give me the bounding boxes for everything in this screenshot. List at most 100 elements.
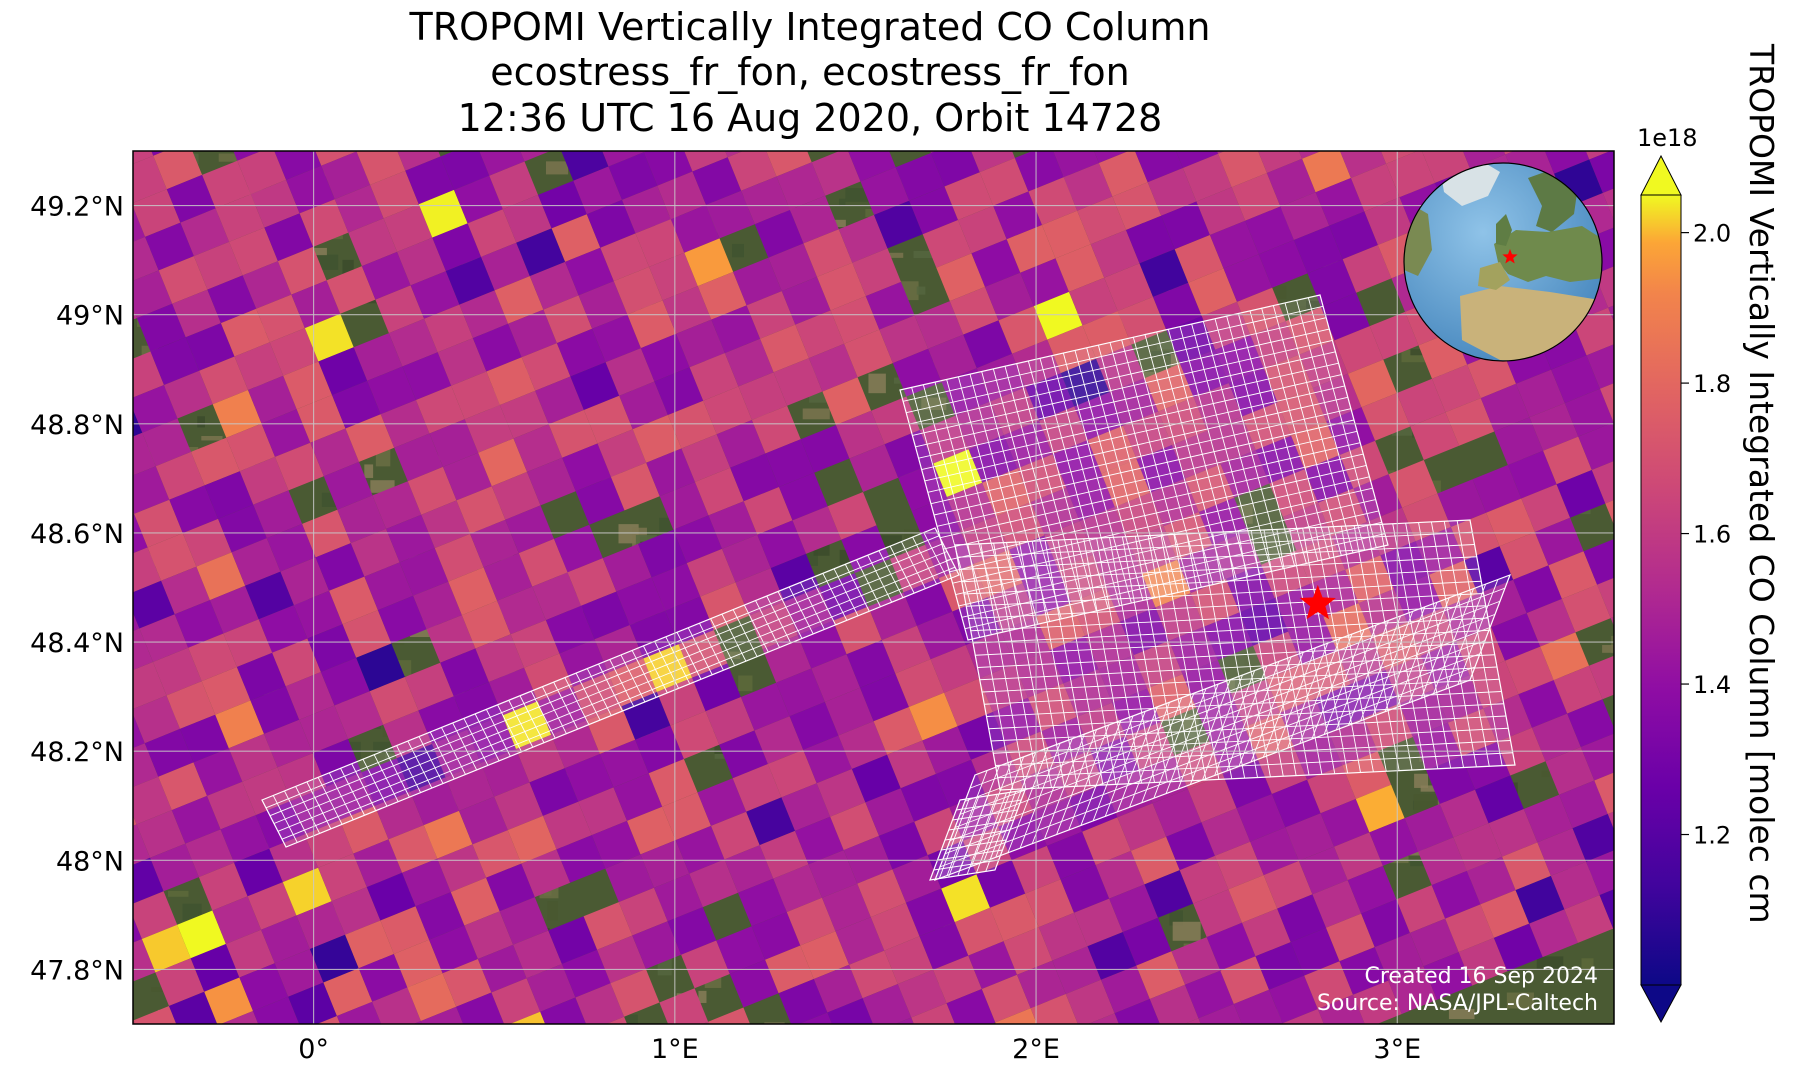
co-pixel xyxy=(692,663,741,712)
co-pixel xyxy=(299,705,348,754)
footprint-line xyxy=(952,487,1373,584)
colorbar-extend-top xyxy=(1640,154,1682,196)
co-pixel xyxy=(870,902,920,951)
co-pixel xyxy=(467,209,517,257)
co-pixel xyxy=(80,366,129,414)
satellite-patch xyxy=(1188,730,1201,738)
satellite-patch xyxy=(731,243,744,258)
co-pixel xyxy=(1399,689,1448,737)
co-pixel xyxy=(1602,188,1614,221)
co-pixel xyxy=(1233,989,1283,1024)
co-pixel xyxy=(884,936,934,984)
co-pixel xyxy=(705,697,755,745)
co-pixel xyxy=(944,678,993,727)
co-pixel xyxy=(220,815,270,863)
co-pixel xyxy=(930,645,980,693)
co-pixel xyxy=(1228,875,1278,923)
co-pixel xyxy=(1594,772,1614,814)
co-pixel xyxy=(627,300,677,349)
co-pixel xyxy=(1580,733,1614,781)
co-pixel xyxy=(1006,225,1056,273)
co-pixel xyxy=(670,711,720,759)
globe-marker-star-icon xyxy=(1502,249,1518,264)
co-pixel xyxy=(353,839,403,888)
co-pixel xyxy=(1564,895,1614,943)
co-pixel xyxy=(1280,698,1329,747)
satellite-patch xyxy=(151,987,171,992)
site-marker-star-icon[interactable] xyxy=(1299,584,1336,620)
co-pixel xyxy=(1369,818,1419,866)
co-pixel xyxy=(215,700,264,749)
co-pixel xyxy=(1155,593,1205,641)
co-pixel xyxy=(1493,923,1543,972)
co-pixel xyxy=(798,1012,833,1024)
co-pixel xyxy=(483,1059,532,1076)
co-pixel xyxy=(380,906,430,954)
co-pixel xyxy=(334,184,384,233)
co-pixel xyxy=(1326,913,1375,962)
co-pixel xyxy=(1409,918,1459,967)
co-pixel xyxy=(844,329,893,378)
co-pixel xyxy=(461,600,511,649)
co-pixel xyxy=(843,835,893,884)
co-pixel xyxy=(914,301,964,349)
co-pixel xyxy=(575,983,625,1024)
co-pixel xyxy=(393,939,443,988)
co-pixel xyxy=(762,635,812,683)
co-pixel xyxy=(1342,751,1392,799)
co-pixel xyxy=(1095,850,1145,899)
map-panel[interactable] xyxy=(74,77,1722,1076)
footprint-line xyxy=(995,740,1511,766)
co-pixel xyxy=(1201,808,1251,856)
co-pixel xyxy=(1033,291,1083,340)
lon-tick-label: 2°E xyxy=(1012,1034,1060,1065)
co-pixel xyxy=(470,519,519,568)
footprint-line xyxy=(954,627,1491,828)
co-pixel xyxy=(1545,747,1595,795)
co-pixel xyxy=(437,844,487,893)
co-pixel xyxy=(1585,151,1611,160)
co-pixel xyxy=(643,151,693,186)
co-pixel-grid xyxy=(75,151,1614,1076)
co-pixel xyxy=(1220,956,1269,1004)
footprint-line xyxy=(927,396,1348,493)
co-pixel xyxy=(732,764,782,812)
co-pixel xyxy=(768,243,817,292)
footprint-line xyxy=(961,556,1477,583)
map-frame xyxy=(132,150,1615,1025)
co-pixel xyxy=(944,172,994,220)
co-pixel xyxy=(606,1016,628,1024)
co-pixel xyxy=(1418,837,1467,886)
co-pixel xyxy=(429,925,478,974)
co-pixel xyxy=(575,477,625,525)
co-pixel xyxy=(1321,292,1370,341)
co-pixel xyxy=(1280,1023,1283,1024)
co-pixel xyxy=(816,769,866,817)
co-pixel xyxy=(248,375,297,424)
co-pixel xyxy=(489,161,538,210)
co-pixel xyxy=(1466,856,1516,905)
co-pixel xyxy=(773,864,822,913)
co-pixel xyxy=(1212,1038,1261,1076)
co-pixel xyxy=(480,749,530,797)
satellite-patch xyxy=(218,153,239,162)
co-pixel xyxy=(1404,804,1454,852)
co-pixel xyxy=(849,950,898,999)
co-pixel xyxy=(315,151,357,166)
co-pixel xyxy=(75,251,124,299)
satellite-patch xyxy=(764,1022,785,1024)
co-pixel xyxy=(695,467,744,516)
co-pixel xyxy=(1049,635,1099,684)
co-pixel xyxy=(445,763,495,811)
co-pixel xyxy=(133,714,145,748)
co-pixel xyxy=(1271,779,1321,828)
latitude-tick-labels: 49.2°N 49°N 48.8°N 48.6°N 48.4°N 48.2°N 48°N 47… xyxy=(30,192,124,987)
co-pixel xyxy=(180,208,230,257)
co-pixel xyxy=(659,988,709,1024)
footprint-line xyxy=(269,543,944,817)
co-pixel xyxy=(166,681,216,729)
co-pixel xyxy=(348,218,398,267)
co-pixel xyxy=(892,348,942,397)
footprint-line xyxy=(959,613,1496,815)
co-pixel xyxy=(1258,240,1308,288)
